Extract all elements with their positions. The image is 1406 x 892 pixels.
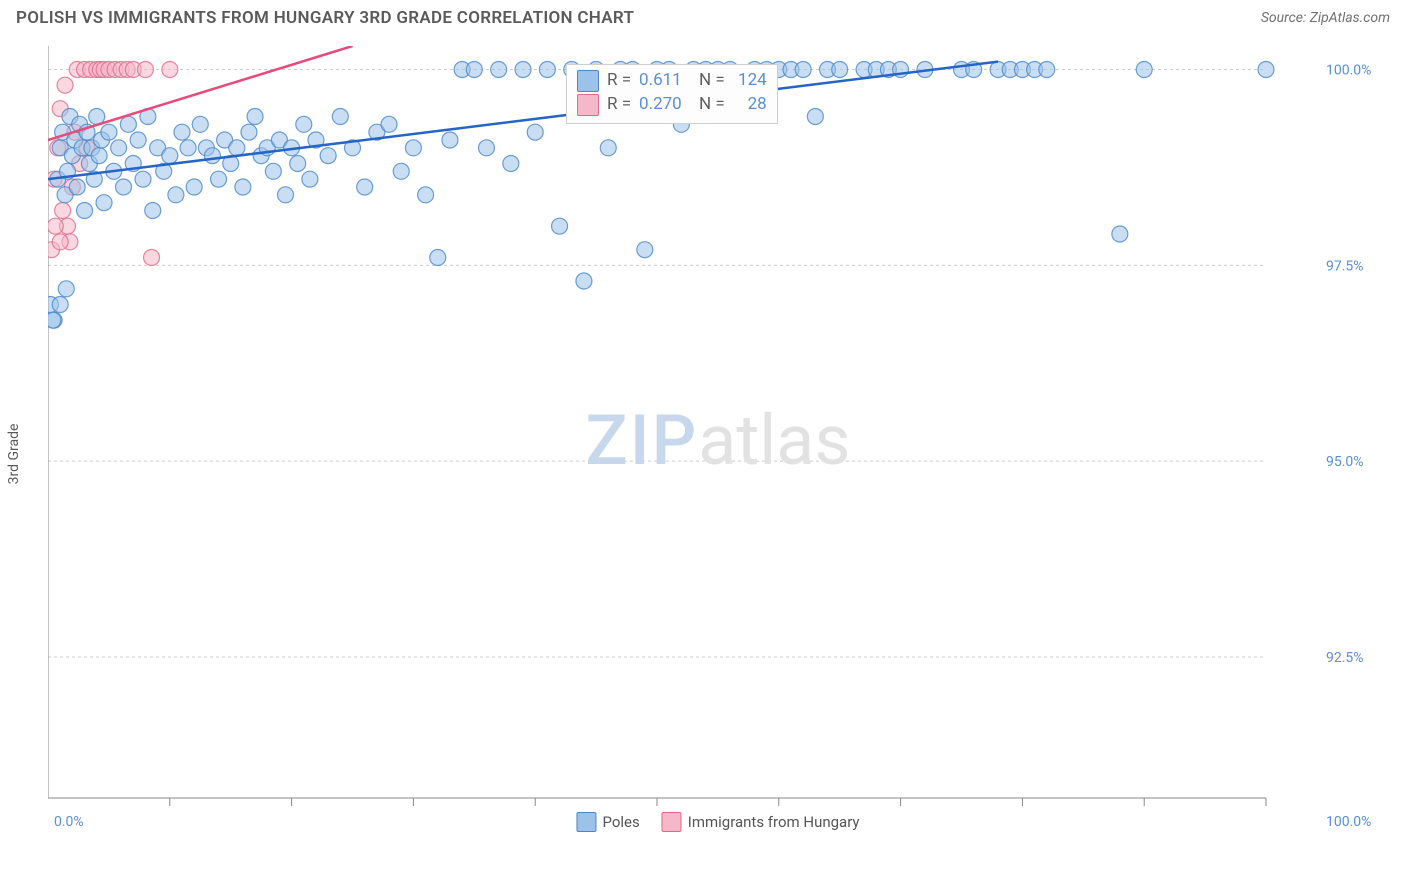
- y-axis-title: 3rd Grade: [6, 424, 22, 485]
- chart-title: POLISH VS IMMIGRANTS FROM HUNGARY 3RD GR…: [16, 8, 634, 28]
- legend-item-pink: Immigrants from Hungary: [662, 812, 860, 832]
- legend-label: Immigrants from Hungary: [688, 813, 860, 831]
- r-label: R =: [607, 69, 631, 93]
- chart-container: 92.5%95.0%97.5%100.0%0.0%100.0% ZIPatlas…: [48, 46, 1388, 836]
- svg-text:95.0%: 95.0%: [1326, 454, 1364, 470]
- legend-swatch-blue: [576, 812, 596, 832]
- n-value: 124: [733, 69, 767, 93]
- stats-row: R = 0.611 N = 124: [577, 69, 767, 93]
- stats-row: R = 0.270 N = 28: [577, 93, 767, 117]
- legend-item-blue: Poles: [576, 812, 639, 832]
- source-name: ZipAtlas.com: [1310, 10, 1390, 26]
- legend-swatch-pink: [662, 812, 682, 832]
- n-value: 28: [733, 93, 767, 117]
- correlation-stats-box: R = 0.611 N = 124 R = 0.270 N = 28: [566, 64, 778, 124]
- n-label: N =: [699, 69, 725, 93]
- svg-text:97.5%: 97.5%: [1326, 258, 1364, 274]
- chart-legend: Poles Immigrants from Hungary: [576, 812, 859, 832]
- legend-label: Poles: [602, 813, 639, 831]
- stats-swatch-blue: [577, 70, 599, 92]
- stats-swatch-pink: [577, 94, 599, 116]
- svg-text:100.0%: 100.0%: [1326, 63, 1371, 79]
- r-label: R =: [607, 93, 631, 117]
- svg-text:100.0%: 100.0%: [1326, 814, 1371, 830]
- r-value: 0.270: [639, 93, 691, 117]
- r-value: 0.611: [639, 69, 691, 93]
- source-attribution: Source: ZipAtlas.com: [1261, 10, 1390, 26]
- n-label: N =: [699, 93, 725, 117]
- svg-text:0.0%: 0.0%: [54, 814, 84, 830]
- scatter-chart: 92.5% 95.0% 97.5% 100.0% 0.0% 100.0%: [48, 46, 1388, 836]
- svg-text:92.5%: 92.5%: [1326, 650, 1364, 666]
- source-label: Source:: [1261, 10, 1310, 26]
